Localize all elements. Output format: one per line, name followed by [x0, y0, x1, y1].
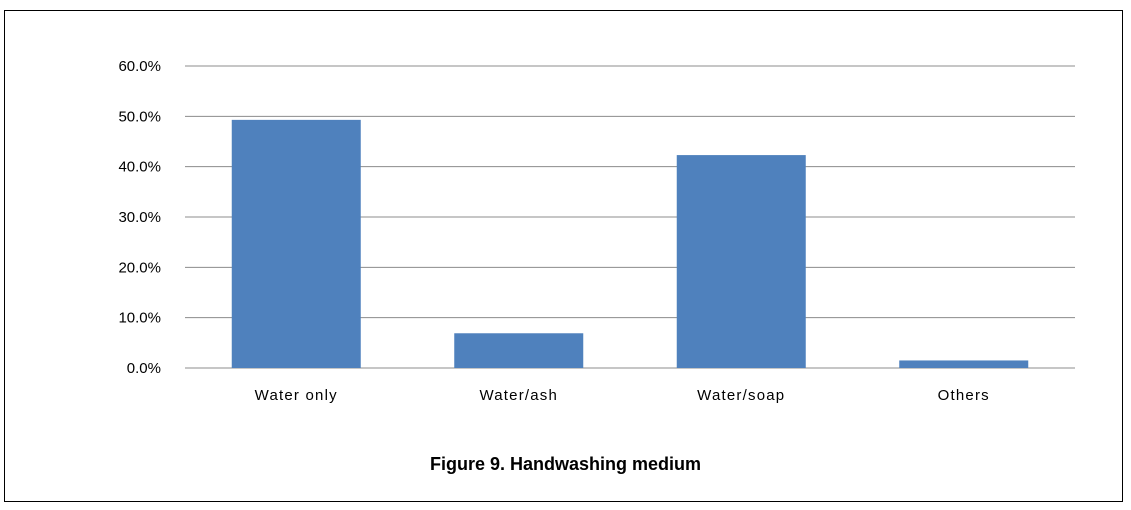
x-tick-label: Others: [938, 387, 990, 404]
y-tick-label: 20.0%: [118, 259, 161, 276]
x-tick-label: Water/soap: [697, 387, 785, 404]
y-axis-tick-labels: 0.0% 10.0% 20.0% 30.0% 40.0% 50.0% 60.0%: [118, 58, 161, 377]
y-tick-label: 50.0%: [118, 108, 161, 125]
x-tick-label: Water only: [255, 387, 338, 404]
bar: [899, 360, 1029, 368]
x-axis-category-labels: Water only Water/ash Water/soap Others: [255, 387, 990, 404]
figure-caption: Figure 9. Handwashing medium: [429, 454, 702, 474]
bar: [231, 119, 361, 369]
y-tick-label: 40.0%: [118, 159, 161, 176]
x-tick-label: Water/ash: [479, 387, 558, 404]
figure-frame: [4, 10, 1123, 502]
y-tick-label: 0.0%: [127, 360, 161, 377]
bars: [231, 119, 1029, 369]
y-tick-label: 60.0%: [118, 58, 161, 75]
bar: [676, 155, 806, 368]
y-tick-label: 30.0%: [118, 209, 161, 226]
y-tick-label: 10.0%: [118, 310, 161, 327]
bar: [454, 333, 584, 368]
